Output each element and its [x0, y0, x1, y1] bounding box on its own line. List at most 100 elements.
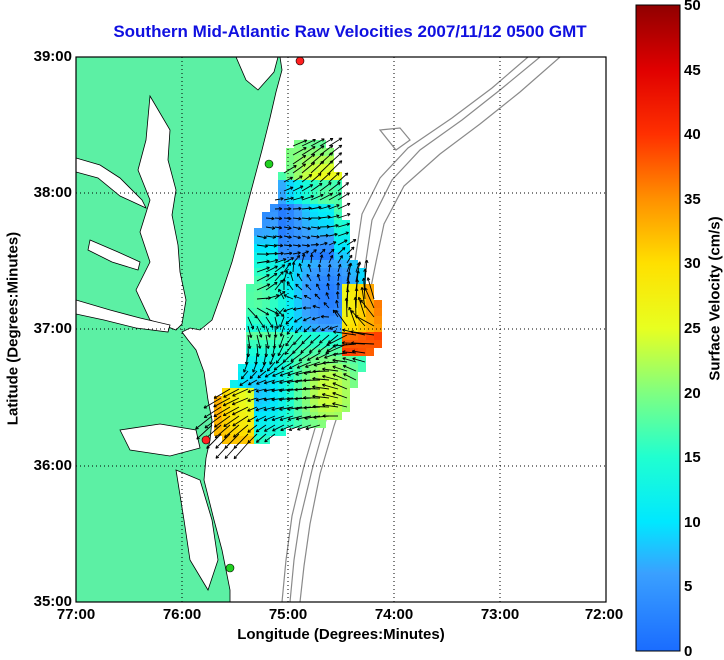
velocity-arrowhead — [265, 441, 268, 442]
velocity-cell — [326, 300, 334, 308]
station-marker — [226, 564, 234, 572]
velocity-arrowhead — [301, 196, 304, 197]
velocity-arrowhead — [349, 307, 350, 310]
colorbar-tick-label: 5 — [684, 578, 714, 595]
velocity-cell — [318, 308, 326, 316]
velocity-cell — [318, 172, 326, 180]
velocity-cell — [374, 308, 382, 316]
velocity-cell — [262, 300, 270, 308]
velocity-cell — [294, 276, 302, 284]
velocity-cell — [294, 196, 302, 204]
velocity-cell — [246, 292, 254, 300]
colorbar-tick-label: 0 — [684, 643, 714, 660]
velocity-cell — [326, 276, 334, 284]
colorbar-tick-label: 50 — [684, 0, 714, 14]
velocity-cell — [358, 308, 366, 316]
velocity-arrowhead — [367, 278, 368, 281]
velocity-arrowhead — [329, 329, 332, 330]
y-tick-label: 37:00 — [18, 320, 72, 337]
velocity-arrowhead — [361, 300, 362, 303]
velocity-cell — [246, 300, 254, 308]
velocity-arrowhead — [325, 358, 328, 359]
velocity-arrowhead — [346, 232, 349, 233]
velocity-cell — [310, 268, 318, 276]
velocity-cell — [342, 300, 350, 308]
velocity-cell — [334, 308, 342, 316]
velocity-arrowhead — [284, 311, 287, 312]
figure-title: Southern Mid-Atlantic Raw Velocities 200… — [64, 22, 636, 42]
velocity-cell — [310, 332, 318, 340]
velocity-arrowhead — [312, 319, 315, 320]
velocity-arrowhead — [280, 420, 283, 421]
velocity-arrowhead — [248, 401, 251, 402]
velocity-arrow — [313, 407, 329, 408]
velocity-cell — [230, 412, 238, 420]
velocity-arrowhead — [306, 429, 309, 430]
velocity-cell — [286, 180, 294, 188]
velocity-cell — [278, 172, 286, 180]
velocity-cell — [302, 188, 310, 196]
velocity-arrowhead — [258, 377, 261, 378]
velocity-cell — [254, 252, 262, 260]
velocity-cell — [358, 364, 366, 372]
velocity-arrowhead — [274, 370, 277, 371]
velocity-cell — [278, 188, 286, 196]
velocity-cell — [310, 412, 318, 420]
velocity-arrowhead — [288, 375, 291, 376]
velocity-cell — [270, 300, 278, 308]
velocity-arrowhead — [309, 352, 312, 353]
x-tick-label: 77:00 — [46, 606, 106, 623]
velocity-cell — [270, 220, 278, 228]
velocity-arrow — [313, 371, 329, 372]
velocity-arrowhead — [256, 410, 259, 411]
velocity-cell — [374, 300, 382, 308]
velocity-cell — [254, 436, 262, 444]
velocity-arrow — [303, 389, 320, 390]
velocity-arrowhead — [283, 259, 286, 260]
velocity-arrowhead — [339, 145, 342, 146]
velocity-cell — [374, 316, 382, 324]
velocity-arrowhead — [297, 430, 300, 431]
velocity-cell — [294, 300, 302, 308]
velocity-cell — [350, 324, 358, 332]
velocity-cell — [294, 324, 302, 332]
velocity-arrowhead — [280, 376, 283, 377]
velocity-cell — [246, 316, 254, 324]
velocity-cell — [286, 148, 294, 156]
velocity-cell — [342, 388, 350, 396]
velocity-cell — [270, 228, 278, 236]
velocity-cell — [278, 396, 286, 404]
velocity-cell — [326, 204, 334, 212]
velocity-cell — [286, 156, 294, 164]
velocity-cell — [342, 380, 350, 388]
velocity-arrowhead — [358, 297, 359, 300]
velocity-cell — [270, 204, 278, 212]
velocity-arrowhead — [305, 367, 308, 368]
velocity-cell — [246, 284, 254, 292]
y-axis-label: Latitude (Degrees:Minutes) — [5, 194, 22, 464]
velocity-arrowhead — [321, 153, 324, 154]
velocity-arrowhead — [264, 383, 267, 384]
station-marker — [265, 160, 273, 168]
velocity-arrowhead — [312, 154, 315, 155]
velocity-cell — [310, 308, 318, 316]
velocity-cell — [278, 300, 286, 308]
colorbar-tick-label: 40 — [684, 126, 714, 143]
velocity-cell — [326, 268, 334, 276]
y-tick-label: 38:00 — [18, 184, 72, 201]
velocity-cell — [262, 436, 270, 444]
y-tick-label: 39:00 — [18, 48, 72, 65]
velocity-arrowhead — [270, 334, 271, 337]
velocity-cell — [302, 396, 310, 404]
velocity-cell — [262, 276, 270, 284]
velocity-arrowhead — [256, 442, 259, 443]
velocity-cell — [310, 404, 318, 412]
velocity-cell — [262, 220, 270, 228]
velocity-arrowhead — [309, 175, 312, 176]
velocity-cell — [294, 188, 302, 196]
velocity-cell — [366, 300, 374, 308]
velocity-cell — [262, 228, 270, 236]
velocity-cell — [302, 340, 310, 348]
velocity-cell — [294, 220, 302, 228]
